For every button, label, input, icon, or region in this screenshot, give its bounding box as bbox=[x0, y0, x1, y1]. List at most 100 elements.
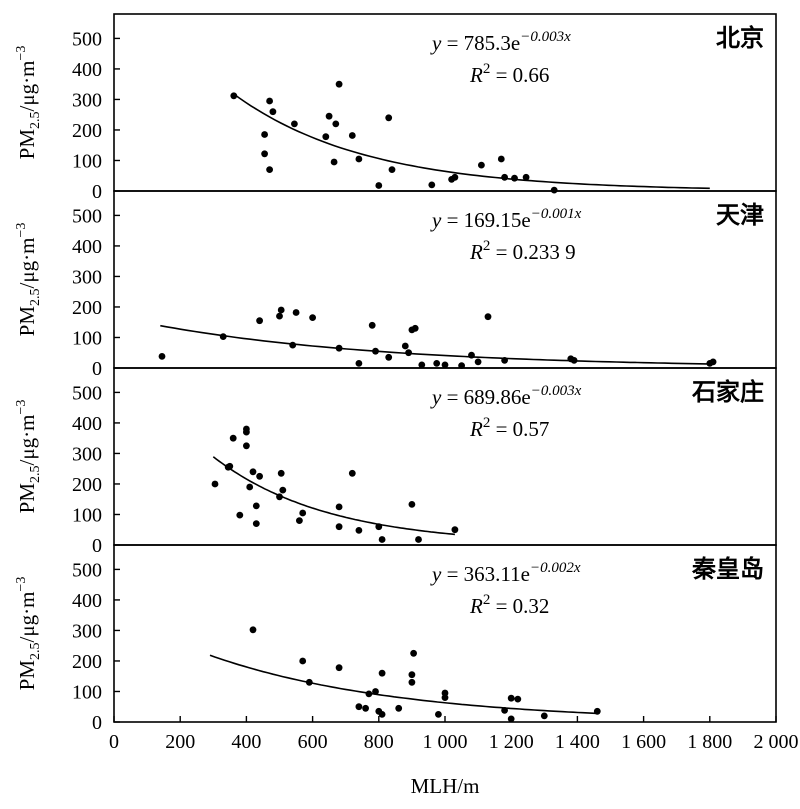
data-point bbox=[355, 155, 363, 163]
y-axis-label-main: PM bbox=[15, 306, 39, 337]
r-squared: R2 = 0.66 bbox=[469, 61, 549, 87]
y-axis-label-unit: /μg·m bbox=[15, 415, 39, 466]
data-point bbox=[401, 342, 409, 350]
data-point bbox=[507, 694, 515, 702]
data-point bbox=[261, 131, 268, 138]
y-axis-label-sup: −3 bbox=[14, 46, 29, 61]
data-point bbox=[441, 361, 449, 369]
data-point bbox=[355, 360, 363, 367]
data-point bbox=[266, 97, 273, 105]
r-squared-r: R bbox=[469, 63, 483, 87]
y-axis-label-sub: 2.5 bbox=[28, 288, 43, 306]
fit-equation-exponent: −0.001x bbox=[531, 206, 582, 222]
data-point bbox=[291, 120, 298, 128]
data-point bbox=[249, 468, 257, 476]
data-point bbox=[362, 704, 369, 712]
y-axis-label: PM2.5/μg·m−3 bbox=[14, 46, 43, 160]
panel-2: 0 100 200 300 400 500 PM2.5/μg·m−3 石家庄 y = 689.8… bbox=[14, 367, 777, 557]
x-tick-label: 1 200 bbox=[489, 731, 534, 753]
data-point bbox=[468, 351, 475, 359]
r-squared: R2 = 0.32 bbox=[469, 592, 549, 618]
y-axis-label: PM2.5/μg·m−3 bbox=[14, 223, 43, 337]
y-axis-label-sup: −3 bbox=[14, 400, 29, 415]
data-point bbox=[252, 520, 260, 527]
y-tick-label: 500 bbox=[72, 382, 102, 404]
y-tick-label: 0 bbox=[92, 535, 102, 557]
x-tick-label: 1 600 bbox=[621, 731, 666, 753]
data-point bbox=[236, 511, 244, 519]
data-point bbox=[408, 678, 416, 686]
y-axis-label-unit: /μg·m bbox=[15, 592, 39, 643]
data-point bbox=[478, 161, 485, 169]
y-tick-label: 100 bbox=[72, 327, 102, 349]
r-squared-sup: 2 bbox=[483, 61, 491, 77]
y-tick-label: 400 bbox=[72, 590, 102, 612]
y-axis-label-sub: 2.5 bbox=[28, 111, 43, 129]
data-point bbox=[514, 695, 522, 703]
r-squared-r: R bbox=[469, 417, 483, 441]
data-point bbox=[405, 349, 412, 357]
data-point bbox=[709, 358, 717, 366]
y-axis-label-sub: 2.5 bbox=[28, 642, 43, 660]
fit-equation-y: y bbox=[430, 385, 442, 409]
y-tick-label: 200 bbox=[72, 297, 102, 319]
r-squared-sup: 2 bbox=[483, 238, 491, 254]
fit-equation-body: = 363.11e bbox=[441, 562, 530, 586]
panel-city-name: 北京 bbox=[716, 24, 764, 52]
data-point bbox=[408, 671, 416, 679]
data-point bbox=[348, 469, 356, 477]
fit-equation-exponent: −0.002x bbox=[530, 560, 581, 576]
data-point bbox=[355, 527, 363, 534]
data-point bbox=[305, 678, 313, 686]
panel-1: 0 100 200 300 400 500 PM2.5/μg·m−3 天津 y = 169.15… bbox=[14, 190, 777, 380]
data-point bbox=[276, 493, 283, 501]
data-point bbox=[335, 503, 343, 511]
y-axis-label-main: PM bbox=[15, 660, 39, 691]
fit-curve bbox=[212, 456, 455, 536]
data-point bbox=[292, 309, 300, 316]
data-point bbox=[322, 133, 330, 141]
data-point bbox=[269, 108, 277, 116]
panel-3: 0 100 200 300 400 500 PM2.5/μg·m−3 秦皇岛 y = 363.1… bbox=[14, 544, 777, 734]
data-point bbox=[433, 360, 441, 367]
y-tick-label: 200 bbox=[72, 474, 102, 496]
data-point bbox=[378, 711, 386, 718]
data-point bbox=[435, 711, 442, 718]
data-point bbox=[355, 703, 363, 711]
y-axis-label-unit: /μg·m bbox=[15, 61, 39, 112]
fit-equation: y = 169.15e−0.001x bbox=[430, 206, 582, 232]
data-point bbox=[484, 313, 492, 321]
data-point bbox=[158, 353, 166, 360]
y-tick-label: 100 bbox=[72, 504, 102, 526]
data-point bbox=[415, 536, 422, 543]
data-point bbox=[219, 333, 227, 340]
r-squared-value: = 0.66 bbox=[490, 63, 549, 87]
r-squared-r: R bbox=[469, 240, 483, 264]
y-tick-label: 500 bbox=[72, 559, 102, 581]
x-axis-label: MLH/m bbox=[411, 774, 480, 798]
fit-equation-exponent: −0.003x bbox=[520, 29, 571, 45]
data-point bbox=[335, 344, 343, 352]
data-point bbox=[385, 114, 393, 122]
r-squared-value: = 0.233 9 bbox=[490, 240, 575, 264]
data-point bbox=[372, 347, 379, 355]
data-point bbox=[395, 704, 403, 712]
y-axis-label: PM2.5/μg·m−3 bbox=[14, 400, 43, 514]
data-point bbox=[378, 536, 386, 543]
y-axis-label-sub: 2.5 bbox=[28, 465, 43, 483]
y-tick-label: 100 bbox=[72, 681, 102, 703]
r-squared-value: = 0.57 bbox=[490, 417, 549, 441]
r-squared-r: R bbox=[469, 594, 483, 618]
x-tick-label: 0 bbox=[109, 731, 119, 753]
data-point bbox=[252, 502, 260, 510]
data-point bbox=[261, 150, 268, 158]
r-squared-sup: 2 bbox=[483, 592, 491, 608]
fit-equation-y: y bbox=[430, 31, 442, 55]
data-point bbox=[289, 341, 297, 349]
data-point bbox=[408, 501, 416, 508]
data-point bbox=[501, 357, 508, 364]
data-point bbox=[411, 324, 419, 332]
data-point bbox=[410, 649, 417, 657]
data-point bbox=[256, 317, 263, 325]
fit-equation: y = 363.11e−0.002x bbox=[430, 560, 581, 586]
